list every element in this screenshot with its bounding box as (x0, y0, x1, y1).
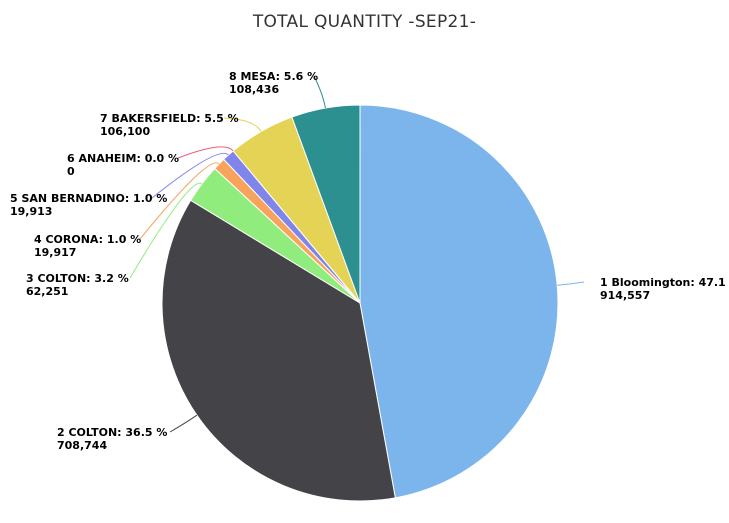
connector-line-4 (139, 162, 220, 240)
slice-label-3: 3 COLTON: 3.2 % (26, 272, 129, 285)
connector-line-8 (313, 75, 326, 109)
slice-value-7: 106,100 (100, 125, 150, 138)
connector-line-6 (177, 146, 234, 159)
chart-title: TOTAL QUANTITY -SEP21- (252, 12, 477, 32)
slice-label-4: 4 CORONA: 1.0 % (34, 233, 141, 246)
connector-line-5 (151, 152, 229, 199)
pie-slice-2[interactable] (161, 199, 396, 502)
slice-value-5: 19,913 (10, 205, 52, 218)
connector-line-7 (223, 117, 262, 132)
slice-label-1: 1 Bloomington: 47.1 % (600, 276, 729, 289)
slice-label-7: 7 BAKERSFIELD: 5.5 % (100, 112, 239, 125)
slice-label-2: 2 COLTON: 36.5 % (57, 426, 167, 439)
slice-label-8: 8 MESA: 5.6 % (229, 70, 318, 83)
slice-value-1: 914,557 (600, 289, 650, 302)
pie-slice-1[interactable] (359, 104, 559, 499)
connector-line-1 (557, 281, 585, 286)
pie-slice-8[interactable] (291, 104, 361, 304)
connector-line-3 (129, 182, 203, 279)
slice-label-6: 6 ANAHEIM: 0.0 % (67, 152, 179, 165)
slice-value-3: 62,251 (26, 285, 68, 298)
slice-value-4: 19,917 (34, 246, 76, 259)
slice-label-5: 5 SAN BERNADINO: 1.0 % (10, 192, 167, 205)
slice-value-8: 108,436 (229, 83, 279, 96)
connector-line-2 (169, 414, 198, 433)
slice-value-6: 0 (67, 165, 75, 178)
slice-value-2: 708,744 (57, 439, 107, 452)
